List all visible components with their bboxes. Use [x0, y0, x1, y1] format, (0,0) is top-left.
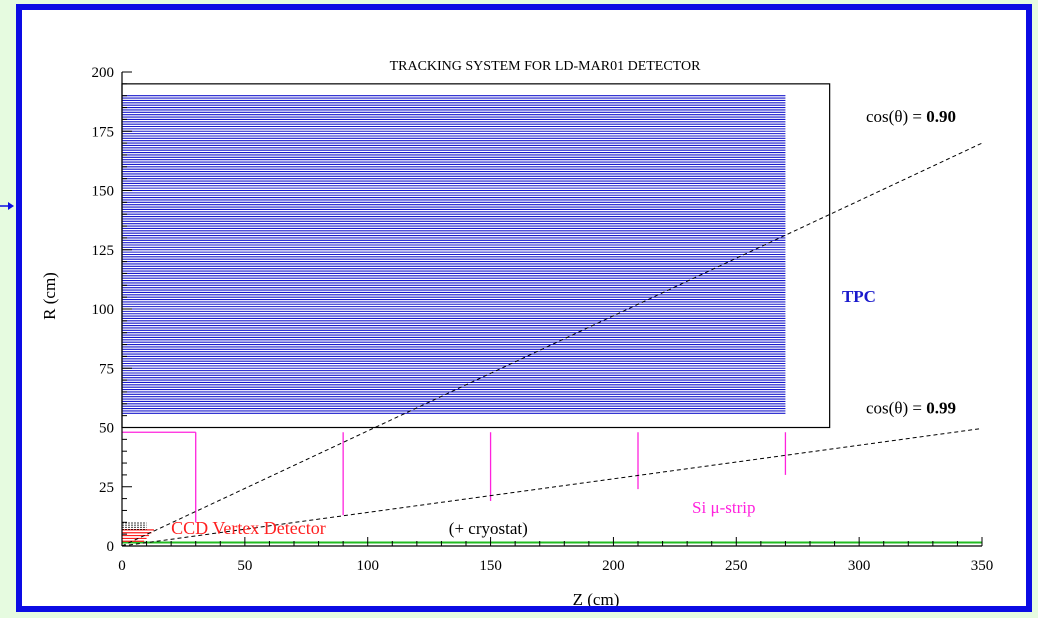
cryostat-note: (+ cryostat) — [449, 519, 528, 538]
y-tick-label: 75 — [99, 361, 114, 377]
y-tick-label: 50 — [99, 421, 114, 437]
tracking-system-chart: TRACKING SYSTEM FOR LD-MAR01 DETECTOR 0 5… — [40, 59, 994, 606]
y-axis-label: R (cm) — [40, 272, 59, 320]
y-tick-label: 25 — [99, 480, 114, 496]
cos-theta-label: cos(θ) = 0.90 — [866, 107, 956, 126]
vertex-detector-label: CCD Vertex Detector — [171, 518, 326, 538]
x-tick-label: 0 — [118, 558, 126, 574]
cos-theta-label: cos(θ) = 0.99 — [866, 398, 956, 417]
x-tick-label: 150 — [479, 558, 502, 574]
cos-theta-line — [121, 142, 983, 547]
tpc-label: TPC — [842, 287, 876, 306]
tpc-outer-box — [121, 83, 831, 429]
plot-area: 0 50 100 150 200 250 300 350 0 25 50 75 100 125 150 175… — [92, 65, 994, 574]
left-arrow-icon — [0, 202, 14, 210]
y-tick-label: 150 — [92, 184, 115, 200]
y-tick-label: 200 — [92, 65, 115, 81]
x-axis-label: Z (cm) — [573, 590, 620, 606]
x-tick-label: 200 — [602, 558, 625, 574]
chart-title: TRACKING SYSTEM FOR LD-MAR01 DETECTOR — [390, 59, 702, 74]
x-tick-label: 100 — [356, 558, 379, 574]
x-tick-label: 300 — [848, 558, 871, 574]
figure-frame: TRACKING SYSTEM FOR LD-MAR01 DETECTOR 0 5… — [16, 4, 1032, 612]
cos-theta-line — [121, 427, 983, 547]
x-tick-label: 50 — [237, 558, 252, 574]
x-tick-label: 350 — [971, 558, 994, 574]
x-tick-label: 250 — [725, 558, 748, 574]
y-tick-label: 125 — [92, 243, 115, 259]
y-tick-label: 175 — [92, 124, 115, 140]
y-tick-label: 100 — [92, 302, 115, 318]
y-tick-label: 0 — [107, 539, 115, 555]
si-strip-label: Si μ-strip — [692, 498, 755, 517]
